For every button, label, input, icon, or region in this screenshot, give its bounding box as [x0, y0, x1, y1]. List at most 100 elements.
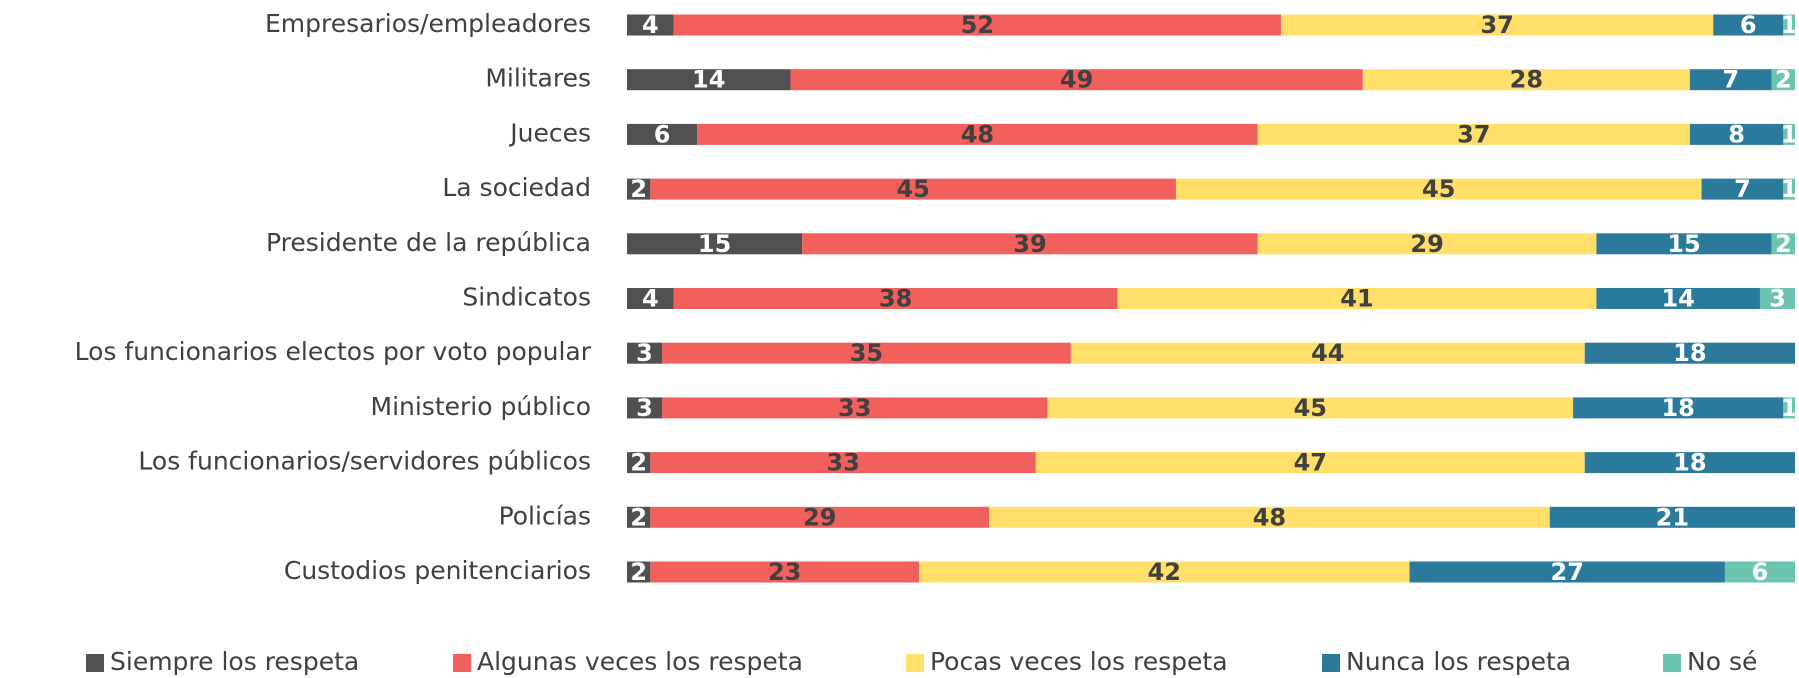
- value-label: 35: [850, 339, 883, 367]
- value-label: 14: [692, 66, 725, 94]
- value-label: 37: [1480, 11, 1513, 39]
- value-label: 18: [1673, 449, 1706, 477]
- value-label: 42: [1148, 558, 1181, 586]
- value-label: 2: [630, 175, 647, 203]
- bar-segment: [1701, 178, 1784, 200]
- legend-swatch: [453, 654, 471, 672]
- value-label: 1: [1781, 175, 1798, 203]
- value-label: 14: [1661, 285, 1694, 313]
- bar-segment: [1362, 69, 1690, 91]
- bar-segment: [1771, 233, 1795, 255]
- bar-segment: [627, 397, 663, 419]
- value-label: 33: [838, 394, 871, 422]
- bar-segment: [1596, 233, 1772, 255]
- bar-segment: [919, 561, 1410, 583]
- value-label: 45: [1422, 175, 1455, 203]
- value-label: 18: [1673, 339, 1706, 367]
- bar-segment: [650, 506, 990, 528]
- value-label: 3: [1769, 285, 1786, 313]
- bar-segment: [1689, 123, 1784, 145]
- value-label: 2: [630, 558, 647, 586]
- bar-segment: [1783, 14, 1795, 36]
- bar-segment: [802, 233, 1258, 255]
- value-label: 2: [1775, 230, 1792, 258]
- legend-label: Algunas veces los respeta: [477, 647, 803, 676]
- category-label: Militares: [485, 64, 591, 93]
- value-label: 3: [636, 394, 653, 422]
- legend-label: Siempre los respeta: [110, 647, 359, 676]
- value-label: 44: [1311, 339, 1344, 367]
- bar-segment: [627, 288, 674, 309]
- legend-label: No sé: [1687, 647, 1757, 676]
- value-label: 28: [1510, 66, 1543, 94]
- value-label: 33: [826, 449, 859, 477]
- value-label: 8: [1728, 120, 1745, 148]
- value-label: 52: [961, 11, 994, 39]
- bar-segment: [673, 14, 1282, 36]
- category-label: Empresarios/empleadores: [265, 9, 591, 38]
- value-label: 4: [642, 285, 659, 313]
- value-label: 39: [1013, 230, 1046, 258]
- bar-segment: [1549, 506, 1795, 528]
- value-label: 48: [961, 120, 994, 148]
- value-label: 6: [1752, 558, 1769, 586]
- bar-segment: [790, 69, 1363, 91]
- value-label: 45: [896, 175, 929, 203]
- bar-segment: [1584, 452, 1795, 474]
- value-label: 7: [1722, 66, 1739, 94]
- value-label: 21: [1656, 503, 1689, 531]
- value-label: 27: [1551, 558, 1584, 586]
- bar-segment: [1759, 288, 1795, 309]
- value-label: 6: [1740, 11, 1757, 39]
- value-label: 3: [636, 339, 653, 367]
- value-label: 41: [1340, 285, 1373, 313]
- value-label: 15: [1667, 230, 1700, 258]
- bar-segment: [627, 561, 651, 583]
- value-label: 45: [1294, 394, 1327, 422]
- bar-segment: [627, 452, 651, 474]
- bar-segment: [1035, 452, 1585, 474]
- bar-segment: [1783, 178, 1795, 200]
- category-label: La sociedad: [442, 173, 591, 202]
- value-label: 2: [630, 503, 647, 531]
- value-label: 6: [654, 120, 671, 148]
- value-label: 38: [879, 285, 912, 313]
- value-label: 1: [1781, 394, 1798, 422]
- bar-segment: [1409, 561, 1725, 583]
- bar-segment: [1596, 288, 1760, 309]
- value-label: 15: [698, 230, 731, 258]
- bar-segment: [662, 397, 1048, 419]
- bar-segment: [1724, 561, 1795, 583]
- category-label: Los funcionarios/servidores públicos: [138, 447, 591, 476]
- category-label: Custodios penitenciarios: [284, 556, 591, 585]
- bar-segment: [627, 342, 663, 364]
- bar-segment: [1783, 397, 1795, 419]
- bar-segment: [1771, 69, 1795, 91]
- value-label: 2: [630, 449, 647, 477]
- value-label: 37: [1457, 120, 1490, 148]
- bar-segment: [673, 288, 1118, 309]
- bar-segment: [627, 178, 651, 200]
- category-label: Sindicatos: [462, 283, 591, 312]
- category-label: Policías: [499, 501, 591, 530]
- bar-segment: [627, 69, 791, 91]
- bar-segment: [1175, 178, 1702, 200]
- value-label: 1: [1781, 120, 1798, 148]
- category-label: Ministerio público: [371, 392, 592, 421]
- bar-segment: [662, 342, 1071, 364]
- category-label: Jueces: [508, 118, 591, 147]
- legend-label: Pocas veces los respeta: [930, 647, 1228, 676]
- legend-swatch: [1322, 654, 1340, 672]
- bar-segment: [1117, 288, 1597, 309]
- bar-segment: [627, 123, 698, 145]
- value-label: 29: [1410, 230, 1443, 258]
- legend-label: Nunca los respeta: [1346, 647, 1571, 676]
- value-label: 47: [1294, 449, 1327, 477]
- value-label: 7: [1734, 175, 1751, 203]
- value-label: 48: [1253, 503, 1286, 531]
- bar-segment: [1689, 69, 1772, 91]
- bar-segment: [1047, 397, 1574, 419]
- value-label: 29: [803, 503, 836, 531]
- legend-swatch: [86, 654, 104, 672]
